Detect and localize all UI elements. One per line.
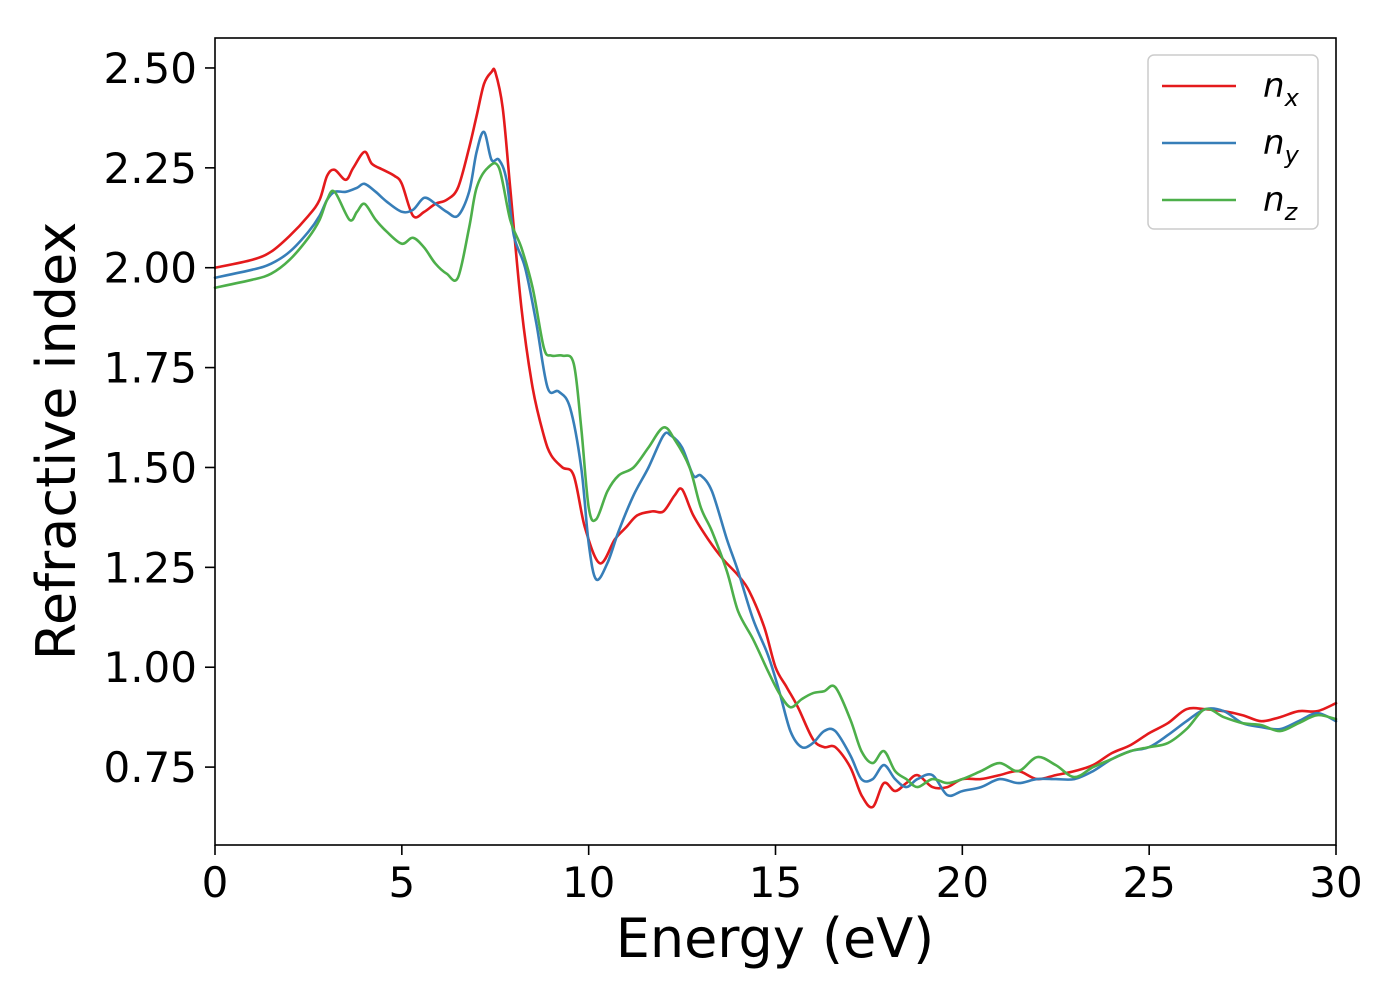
x-axis-title: Energy (eV) (616, 907, 935, 970)
y-tick-label: 1.00 (103, 643, 197, 692)
x-tick-label: 15 (749, 858, 802, 907)
x-tick-label: 20 (936, 858, 989, 907)
legend-label-n-y: ny (1263, 123, 1300, 169)
y-tick-label: 2.00 (103, 244, 197, 293)
series-line-n-y (213, 130, 1338, 798)
x-axis-ticks: 0 5 10 15 20 25 30 (202, 845, 1363, 907)
y-tick-label: 1.50 (103, 443, 197, 492)
legend: nx ny nz (1147, 54, 1319, 230)
series-lines (213, 67, 1338, 809)
y-tick-label: 1.75 (103, 344, 197, 393)
legend-label-n-z: nz (1263, 180, 1299, 226)
y-tick-label: 0.75 (103, 743, 197, 792)
y-tick-label: 1.25 (103, 543, 197, 592)
x-tick-label: 0 (202, 858, 229, 907)
series-line-n-z (213, 161, 1338, 789)
y-tick-label: 2.50 (103, 44, 197, 93)
series-line-n-x (213, 67, 1338, 809)
x-tick-label: 5 (388, 858, 415, 907)
y-tick-label: 2.25 (103, 144, 197, 193)
x-tick-label: 30 (1309, 858, 1362, 907)
x-tick-label: 25 (1122, 858, 1175, 907)
legend-label-n-x: nx (1263, 66, 1300, 112)
y-axis-title: Refractive index (25, 222, 88, 661)
x-tick-label: 10 (562, 858, 615, 907)
y-axis-ticks: 0.75 1.00 1.25 1.50 1.75 2.00 2.25 2.50 (103, 44, 215, 792)
